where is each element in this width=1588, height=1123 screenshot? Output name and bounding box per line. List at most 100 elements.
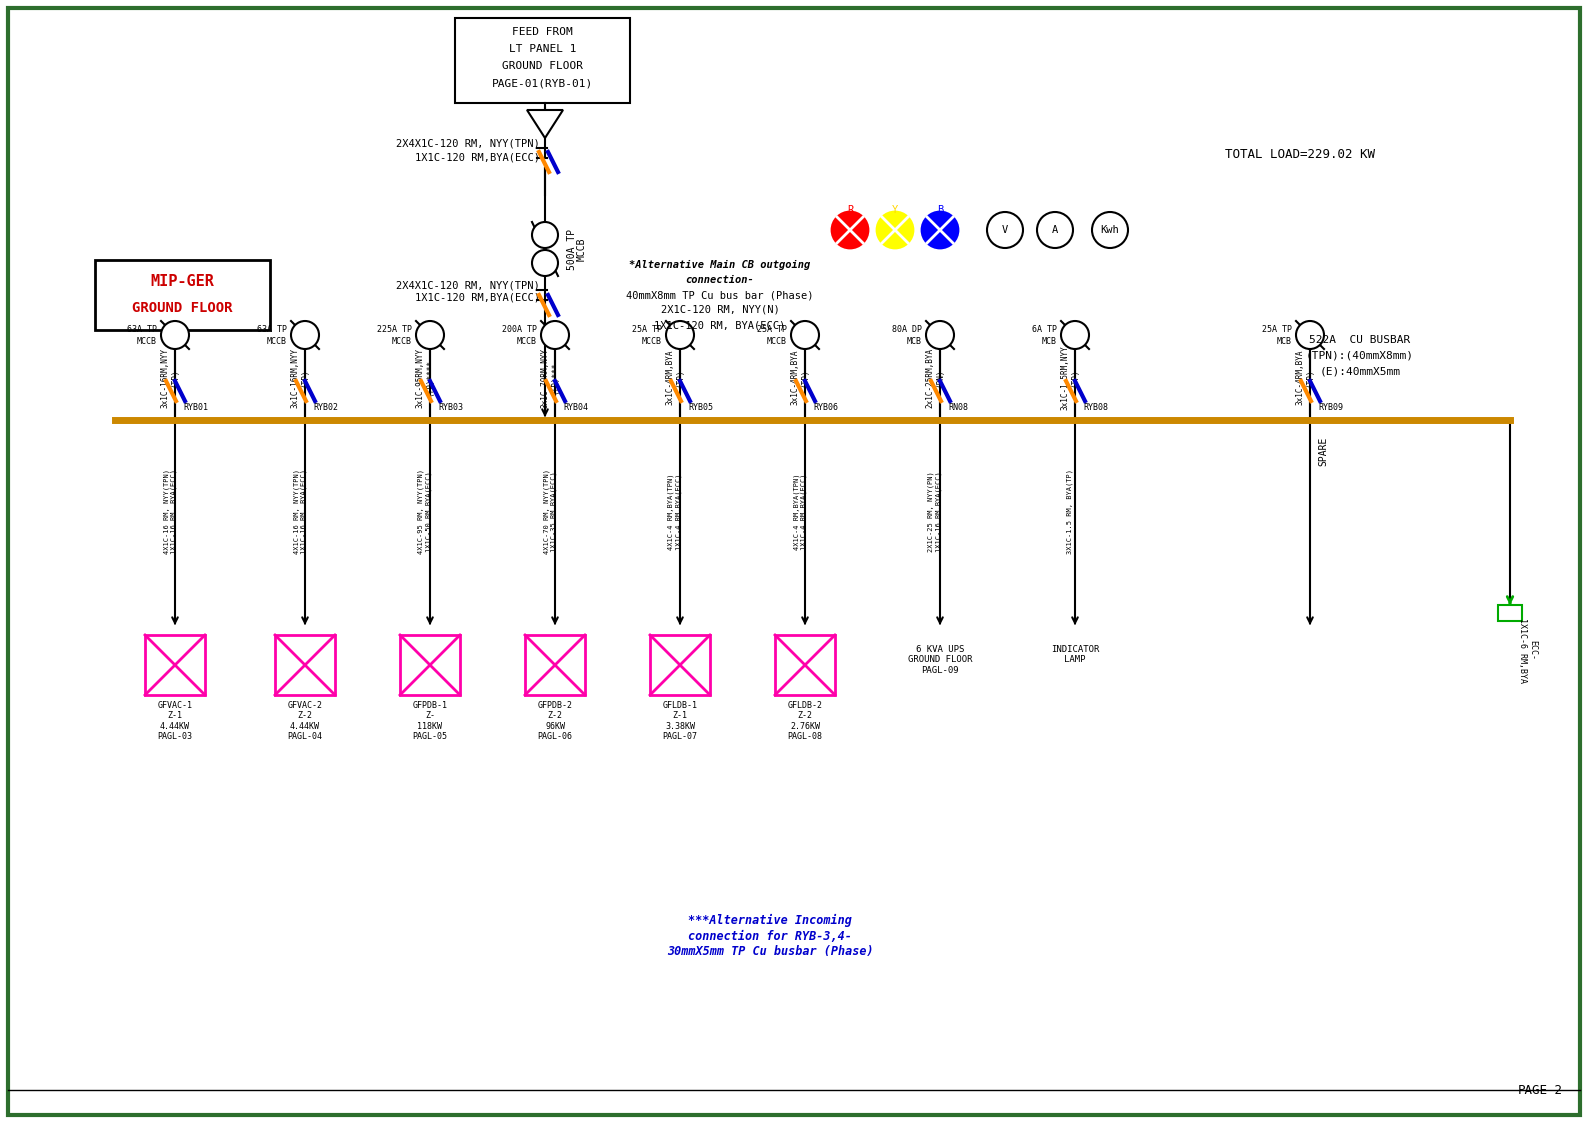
- Text: 3X1C-1.5 RM, BYA(TP): 3X1C-1.5 RM, BYA(TP): [1067, 469, 1073, 554]
- Text: LT PANEL 1: LT PANEL 1: [508, 44, 576, 54]
- Text: B: B: [937, 206, 943, 214]
- Text: 6 KVA UPS
GROUND FLOOR
PAGL-09: 6 KVA UPS GROUND FLOOR PAGL-09: [908, 645, 972, 675]
- Circle shape: [877, 212, 913, 248]
- Text: RYB02: RYB02: [313, 403, 338, 412]
- Text: SPARE: SPARE: [1318, 437, 1328, 466]
- Text: 1X1C-120 RM,BYA(ECC): 1X1C-120 RM,BYA(ECC): [414, 293, 540, 303]
- Text: 4X1C-4 RM,BYA(TPN)
1X1C-4 RM,BYA(ECC): 4X1C-4 RM,BYA(TPN) 1X1C-4 RM,BYA(ECC): [669, 473, 681, 550]
- Text: RYB03: RYB03: [438, 403, 464, 412]
- Circle shape: [832, 212, 869, 248]
- Text: *Alternative Main CB outgoing: *Alternative Main CB outgoing: [629, 261, 810, 270]
- Text: 4X1C-16 RM, NYY(TPN)
1X1C-16 RM, BYA(ECC): 4X1C-16 RM, NYY(TPN) 1X1C-16 RM, BYA(ECC…: [294, 469, 306, 554]
- Text: 1X1C-120 RM, BYA(ECC): 1X1C-120 RM, BYA(ECC): [654, 320, 786, 330]
- Text: 4X1C-95 RM, NYY(TPN)
1X1C-50 RM,BYA(ECC): 4X1C-95 RM, NYY(TPN) 1X1C-50 RM,BYA(ECC): [418, 469, 432, 554]
- Text: 3x1C-4RM,BYA
(TP): 3x1C-4RM,BYA (TP): [1296, 349, 1315, 405]
- Circle shape: [532, 250, 557, 276]
- Text: 4X1C-16 RM, NYY(TPN)
1X1C-16 RM, BYA(ECC): 4X1C-16 RM, NYY(TPN) 1X1C-16 RM, BYA(ECC…: [164, 469, 176, 554]
- Circle shape: [542, 321, 569, 349]
- Text: TOTAL LOAD=229.02 KW: TOTAL LOAD=229.02 KW: [1224, 148, 1375, 162]
- Text: 40mmX8mm TP Cu bus bar (Phase): 40mmX8mm TP Cu bus bar (Phase): [626, 290, 813, 300]
- Text: (E):40mmX5mm: (E):40mmX5mm: [1320, 367, 1401, 377]
- Text: 1X1C-120 RM,BYA(ECC): 1X1C-120 RM,BYA(ECC): [414, 152, 540, 162]
- Text: ***Alternative Incoming: ***Alternative Incoming: [688, 913, 851, 926]
- Text: ECC-
1X1C-6 RM,BYA: ECC- 1X1C-6 RM,BYA: [1518, 618, 1537, 683]
- Text: MCCB: MCCB: [267, 338, 287, 347]
- Bar: [649, 634, 710, 695]
- Bar: [526, 634, 584, 695]
- Text: connection-: connection-: [686, 275, 754, 285]
- Text: V: V: [1002, 225, 1008, 235]
- Text: MCCB: MCCB: [642, 338, 662, 347]
- Bar: [145, 634, 205, 695]
- Text: MCCB: MCCB: [392, 338, 411, 347]
- Text: GFLDB-2
Z-2
2.76KW
PAGL-08: GFLDB-2 Z-2 2.76KW PAGL-08: [788, 701, 823, 741]
- Text: 3x1C-4RM,BYA
(TP): 3x1C-4RM,BYA (TP): [791, 349, 810, 405]
- Text: RN08: RN08: [948, 403, 969, 412]
- Text: RYB08: RYB08: [1083, 403, 1108, 412]
- Text: 25A TP: 25A TP: [757, 326, 788, 335]
- Text: RYB05: RYB05: [688, 403, 713, 412]
- Text: 3x1C-95RM,NYY
(TP)****: 3x1C-95RM,NYY (TP)****: [416, 347, 435, 408]
- Bar: [275, 634, 335, 695]
- Text: 200A TP: 200A TP: [502, 326, 537, 335]
- Text: GFLDB-1
Z-1
3.38KW
PAGL-07: GFLDB-1 Z-1 3.38KW PAGL-07: [662, 701, 697, 741]
- Text: 80A DP: 80A DP: [892, 326, 923, 335]
- Text: MIP-GER: MIP-GER: [151, 274, 214, 290]
- Circle shape: [926, 321, 954, 349]
- Circle shape: [1296, 321, 1324, 349]
- Bar: [1497, 605, 1521, 621]
- Circle shape: [532, 222, 557, 248]
- Text: MCCB: MCCB: [576, 237, 588, 261]
- Text: GFVAC-1
Z-1
4.44KW
PAGL-03: GFVAC-1 Z-1 4.44KW PAGL-03: [157, 701, 192, 741]
- Text: GFPDB-1
Z-
118KW
PAGL-05: GFPDB-1 Z- 118KW PAGL-05: [413, 701, 448, 741]
- Circle shape: [791, 321, 819, 349]
- Circle shape: [1061, 321, 1089, 349]
- Text: PAGE-01(RYB-01): PAGE-01(RYB-01): [492, 77, 594, 88]
- Bar: [95, 165, 1536, 810]
- Text: Y: Y: [892, 206, 899, 214]
- Text: 3x1C-16RM,NYY
(TP): 3x1C-16RM,NYY (TP): [291, 347, 310, 408]
- Text: MCB: MCB: [907, 338, 923, 347]
- Text: 2X4X1C-120 RM, NYY(TPN): 2X4X1C-120 RM, NYY(TPN): [397, 138, 540, 148]
- Text: PAGE-2: PAGE-2: [1518, 1084, 1563, 1096]
- Text: 2X1C-120 RM, NYY(N): 2X1C-120 RM, NYY(N): [661, 305, 780, 314]
- Text: MCB: MCB: [1277, 338, 1293, 347]
- Text: INDICATOR
LAMP: INDICATOR LAMP: [1051, 645, 1099, 665]
- Text: FEED FROM: FEED FROM: [511, 27, 573, 37]
- Text: R: R: [846, 206, 853, 214]
- Text: MCB: MCB: [1042, 338, 1058, 347]
- Circle shape: [923, 212, 958, 248]
- Circle shape: [160, 321, 189, 349]
- Text: 2x1C-25RM,BYA
(PN): 2x1C-25RM,BYA (PN): [926, 347, 945, 408]
- Text: 25A TP: 25A TP: [1262, 326, 1293, 335]
- Circle shape: [416, 321, 445, 349]
- Circle shape: [1093, 212, 1127, 248]
- Text: RYB01: RYB01: [183, 403, 208, 412]
- Text: 2X1C-25 RM, NYY(PN)
1X1C-16 RM,BYA(ECC): 2X1C-25 RM, NYY(PN) 1X1C-16 RM,BYA(ECC): [927, 472, 942, 551]
- Text: Kwh: Kwh: [1100, 225, 1120, 235]
- Text: 3x1C-4RM,BYA
(TP): 3x1C-4RM,BYA (TP): [665, 349, 684, 405]
- Text: GFVAC-2
Z-2
4.44KW
PAGL-04: GFVAC-2 Z-2 4.44KW PAGL-04: [287, 701, 322, 741]
- Text: RYB09: RYB09: [1318, 403, 1343, 412]
- Text: 4X1C-70 RM, NYY(TPN)
1X1C-35 RM,BYA(ECC): 4X1C-70 RM, NYY(TPN) 1X1C-35 RM,BYA(ECC): [543, 469, 557, 554]
- Text: GFPDB-2
Z-2
96KW
PAGL-06: GFPDB-2 Z-2 96KW PAGL-06: [537, 701, 573, 741]
- Text: RYB04: RYB04: [564, 403, 588, 412]
- Text: 30mmX5mm TP Cu busbar (Phase): 30mmX5mm TP Cu busbar (Phase): [667, 946, 873, 959]
- Text: A: A: [1051, 225, 1058, 235]
- Text: GROUND FLOOR: GROUND FLOOR: [132, 301, 233, 314]
- Circle shape: [291, 321, 319, 349]
- Text: 3x1C-70RM,NYY
(TP)***: 3x1C-70RM,NYY (TP)***: [540, 347, 559, 408]
- Text: MCCB: MCCB: [137, 338, 157, 347]
- Text: 522A  CU BUSBAR: 522A CU BUSBAR: [1310, 335, 1410, 345]
- Bar: [400, 634, 461, 695]
- Text: 225A TP: 225A TP: [376, 326, 411, 335]
- Text: MCCB: MCCB: [518, 338, 537, 347]
- Text: 6A TP: 6A TP: [1032, 326, 1058, 335]
- Text: 4X1C-4 RM,BYA(TPN)
1X1C-4 RM,BYA(ECC): 4X1C-4 RM,BYA(TPN) 1X1C-4 RM,BYA(ECC): [792, 473, 807, 550]
- Circle shape: [1037, 212, 1073, 248]
- Circle shape: [665, 321, 694, 349]
- Text: GROUND FLOOR: GROUND FLOOR: [502, 61, 583, 71]
- Text: connection for RYB-3,4-: connection for RYB-3,4-: [688, 930, 851, 942]
- Text: 25A TP: 25A TP: [632, 326, 662, 335]
- Text: (TPN):(40mmX8mm): (TPN):(40mmX8mm): [1305, 351, 1413, 360]
